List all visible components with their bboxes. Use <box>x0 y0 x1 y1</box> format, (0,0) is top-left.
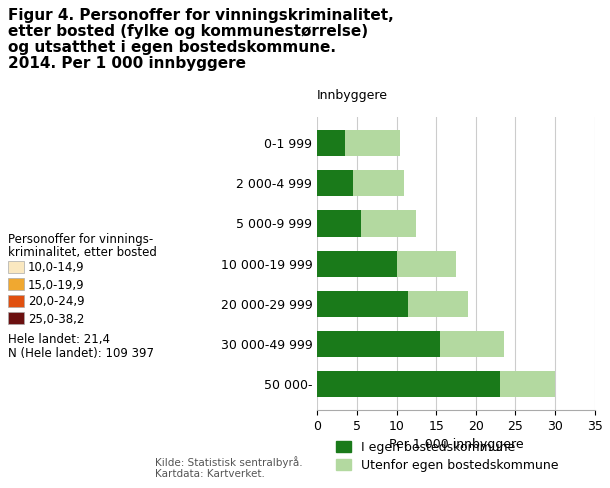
Text: 10,0-14,9: 10,0-14,9 <box>28 262 85 274</box>
Bar <box>8 261 24 273</box>
Text: Figur 4. Personoffer for vinningskriminalitet,: Figur 4. Personoffer for vinningskrimina… <box>8 8 393 23</box>
Bar <box>8 312 24 324</box>
Bar <box>396 250 456 277</box>
Bar <box>317 370 500 397</box>
Text: 15,0-19,9: 15,0-19,9 <box>28 279 85 291</box>
Text: kriminalitet, etter bosted: kriminalitet, etter bosted <box>8 246 157 259</box>
Bar <box>353 170 404 197</box>
X-axis label: Per 1 000 innbyggere: Per 1 000 innbyggere <box>389 438 523 451</box>
Bar <box>317 130 345 157</box>
Text: N (Hele landet): 109 397: N (Hele landet): 109 397 <box>8 347 154 360</box>
Bar <box>317 210 361 237</box>
Bar <box>345 130 400 157</box>
Bar <box>361 210 416 237</box>
Text: etter bosted (fylke og kommunestørrelse): etter bosted (fylke og kommunestørrelse) <box>8 24 368 39</box>
Bar <box>8 295 24 307</box>
Bar <box>317 250 396 277</box>
Text: 20,0-24,9: 20,0-24,9 <box>28 296 85 308</box>
Legend: I egen bostedskommune, Utenfor egen bostedskommune: I egen bostedskommune, Utenfor egen bost… <box>336 441 558 472</box>
Text: 25,0-38,2: 25,0-38,2 <box>28 312 84 325</box>
Bar <box>317 170 353 197</box>
Text: og utsatthet i egen bostedskommune.: og utsatthet i egen bostedskommune. <box>8 40 336 55</box>
Bar <box>317 330 440 357</box>
Bar <box>500 370 555 397</box>
Text: Personoffer for vinnings-: Personoffer for vinnings- <box>8 233 153 246</box>
Bar <box>440 330 504 357</box>
Text: 2014. Per 1 000 innbyggere: 2014. Per 1 000 innbyggere <box>8 56 246 71</box>
Bar <box>317 290 409 317</box>
Text: Kartdata: Kartverket.: Kartdata: Kartverket. <box>155 469 265 479</box>
Bar <box>8 278 24 290</box>
Text: Hele landet: 21,4: Hele landet: 21,4 <box>8 333 110 346</box>
Bar <box>409 290 468 317</box>
Text: Innbyggere: Innbyggere <box>317 89 388 102</box>
Text: Kilde: Statistisk sentralbyrå.: Kilde: Statistisk sentralbyrå. <box>155 456 303 468</box>
